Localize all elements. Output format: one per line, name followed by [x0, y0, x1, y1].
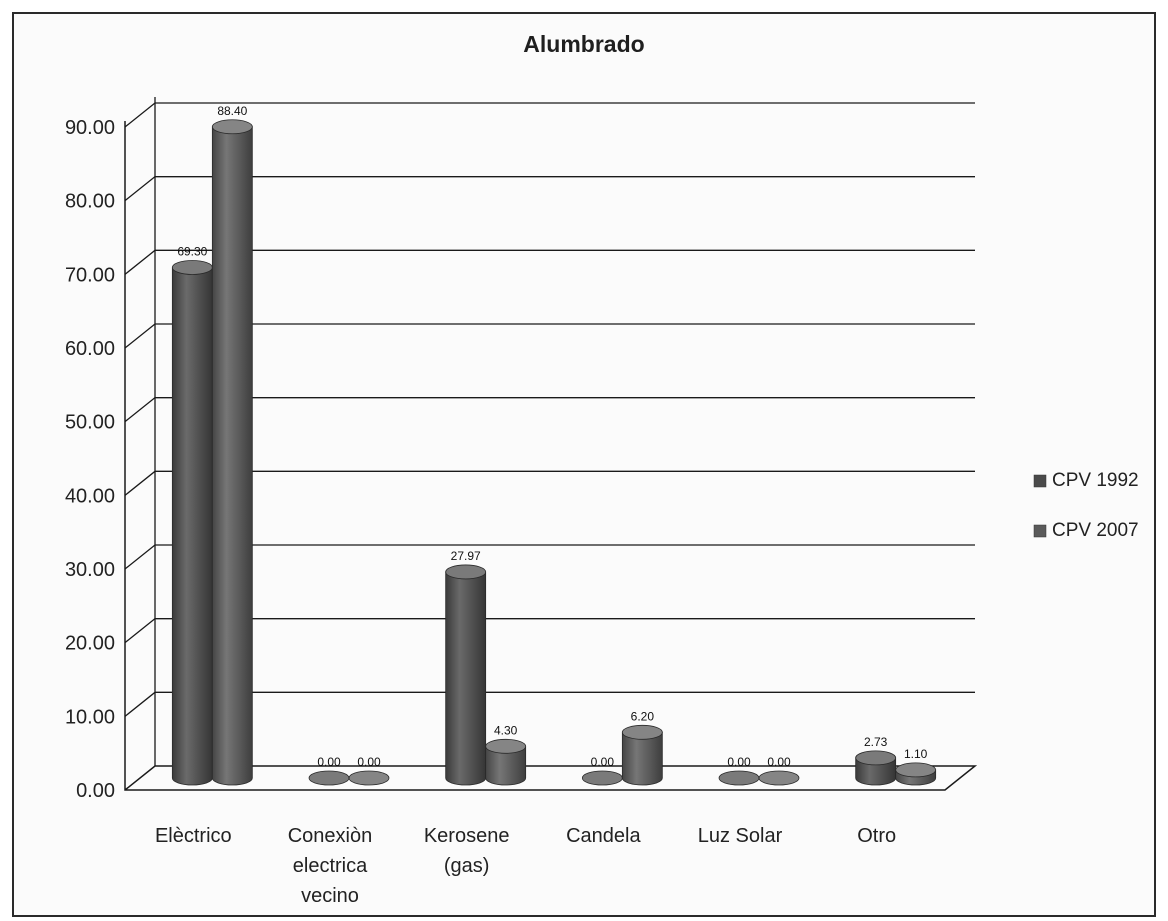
- y-tick-label: 30.00: [65, 559, 115, 581]
- data-label: 6.20: [631, 709, 655, 723]
- data-label: 88.40: [217, 104, 247, 118]
- axes: 0.00 10.00 20.00 30.00 40.00 50.00 60.00 70.00 8…: [65, 97, 978, 802]
- y-tick-label: 40.00: [65, 485, 115, 507]
- x-tick-line: vecino: [301, 885, 359, 907]
- gridline: [124, 102, 975, 128]
- data-label: 0.00: [727, 755, 751, 769]
- y-tick-label: 80.00: [65, 191, 115, 213]
- y-tick-label: 70.00: [65, 264, 115, 286]
- bar-cpv-2007: [485, 738, 527, 786]
- legend-swatch: [1033, 524, 1047, 538]
- x-tick-line: Elèctrico: [155, 825, 232, 847]
- bar-cpv-1992: [445, 564, 487, 786]
- data-label: 27.97: [451, 549, 481, 563]
- bar-cpv-2007: [211, 119, 253, 786]
- bar-top: [445, 564, 487, 580]
- data-labels: 69.30 88.40 0.00 0.00 27.97 4.30 0.00 6.20 0.00 0…: [177, 104, 927, 769]
- bar-cpv-1992: [855, 750, 897, 786]
- x-tick-line: Luz Solar: [698, 825, 783, 847]
- x-tick-line: (gas): [444, 855, 490, 877]
- bars: [171, 119, 937, 786]
- axis-floor: [124, 121, 978, 791]
- x-tick-label: Elèctrico: [155, 825, 232, 847]
- x-tick-line: Kerosene: [424, 825, 510, 847]
- data-label: 0.00: [357, 755, 381, 769]
- y-tick-label: 10.00: [65, 706, 115, 728]
- y-tick-label: 90.00: [65, 117, 115, 139]
- bar-top: [718, 770, 760, 786]
- y-tick-label: 20.00: [65, 633, 115, 655]
- bar-body: [621, 731, 663, 786]
- bar-top: [308, 770, 350, 786]
- bar-top: [895, 762, 937, 778]
- data-label: 4.30: [494, 723, 518, 737]
- x-tick-line: Conexiòn: [288, 825, 373, 847]
- data-label: 0.00: [317, 755, 341, 769]
- x-tick-label: Luz Solar: [698, 825, 783, 847]
- x-tick-line: electrica: [293, 855, 368, 877]
- bar-top: [348, 770, 390, 786]
- x-tick-label: Otro: [857, 825, 896, 847]
- x-tick-label: Kerosene (gas): [424, 825, 510, 877]
- bar-top: [171, 260, 213, 275]
- x-tick-line: Otro: [857, 825, 896, 847]
- legend: CPV 1992 CPV 2007: [1033, 470, 1139, 541]
- bar-body: [445, 571, 487, 786]
- x-tick-label: Candela: [566, 825, 641, 847]
- legend-label: CPV 2007: [1052, 520, 1139, 541]
- y-tick-label: 0.00: [76, 780, 115, 802]
- bar-cpv-2007: [895, 762, 937, 786]
- bar-top: [855, 750, 897, 766]
- data-label: 1.10: [904, 747, 928, 761]
- bar-cpv-1992: [581, 770, 623, 786]
- bar-body: [171, 267, 213, 786]
- bar-cpv-1992: [308, 770, 350, 786]
- bar-top: [581, 770, 623, 786]
- bar-top: [758, 770, 800, 786]
- legend-label: CPV 1992: [1052, 470, 1139, 491]
- bar-cpv-1992: [718, 770, 760, 786]
- data-label: 0.00: [591, 755, 615, 769]
- legend-swatch: [1033, 474, 1047, 488]
- data-label: 69.30: [177, 244, 207, 258]
- bar-top: [211, 119, 253, 135]
- bar-top: [485, 738, 527, 754]
- x-tick-labels: Elèctrico Conexiòn electrica vecino Kerosene…: [155, 825, 896, 907]
- bar-cpv-2007: [621, 724, 663, 786]
- bar-cpv-2007: [348, 770, 390, 786]
- y-tick-label: 60.00: [65, 338, 115, 360]
- bar-cpv-1992: [171, 260, 213, 786]
- data-label: 0.00: [767, 755, 791, 769]
- x-tick-label: Conexiòn electrica vecino: [288, 825, 373, 907]
- data-label: 2.73: [864, 735, 888, 749]
- bar-body: [211, 126, 253, 786]
- bar-cpv-2007: [758, 770, 800, 786]
- y-tick-label: 50.00: [65, 412, 115, 434]
- chart-title: Alumbrado: [523, 31, 644, 57]
- x-tick-line: Candela: [566, 825, 641, 847]
- bar-top: [621, 724, 663, 740]
- bar-body: [485, 745, 527, 786]
